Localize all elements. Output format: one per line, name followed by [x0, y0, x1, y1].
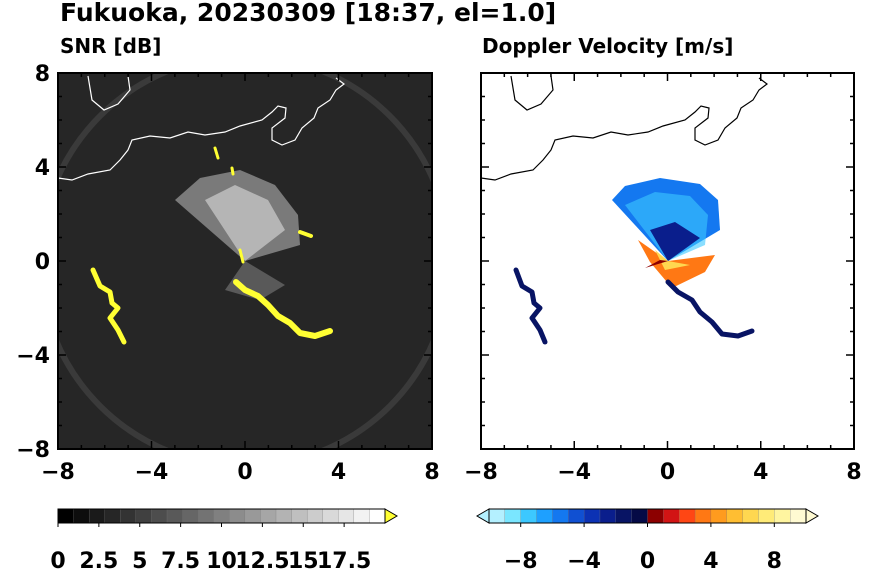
snr-colorbar-cell: [88, 508, 106, 524]
doppler-x-tick-label: 0: [660, 460, 675, 485]
doppler-colorbar-cell: [631, 508, 649, 524]
doppler-colorbar-tick-label: 4: [703, 549, 718, 570]
snr-colorbar-cell: [291, 508, 308, 524]
doppler-colorbar-cell: [488, 508, 506, 524]
snr-x-tick-label: 4: [331, 460, 346, 485]
snr-colorbar-cell: [166, 508, 184, 524]
doppler-colorbar-cell: [520, 508, 538, 524]
snr-colorbar-tick-label: 7.5: [161, 549, 200, 570]
snr-colorbar-cell: [135, 508, 153, 524]
snr-colorbar-tick-label: 0: [50, 549, 65, 570]
doppler-colorbar-cell: [710, 508, 728, 524]
doppler-colorbar-cell: [679, 508, 696, 524]
snr-colorbar-tick-label: 10: [206, 549, 237, 570]
doppler-colorbar-cell: [790, 508, 807, 524]
snr-colorbar-extend-max: [384, 508, 398, 524]
snr-y-tick-label: −4: [16, 344, 50, 369]
doppler-colorbar-cell: [599, 508, 617, 524]
snr-colorbar-cell: [213, 508, 230, 524]
snr-x-tick-label: 0: [237, 460, 252, 485]
snr-colorbar-cell: [104, 508, 121, 524]
snr-y-tick-label: 0: [35, 250, 50, 275]
snr-colorbar-cell: [151, 508, 168, 524]
snr-panel-title: SNR [dB]: [60, 34, 162, 58]
snr-x-tick-label: −4: [135, 460, 169, 485]
snr-colorbar-tick-label: 17.5: [317, 549, 371, 570]
doppler-x-tick-label: −4: [557, 460, 591, 485]
snr-colorbar-tick-label: 15: [288, 549, 319, 570]
snr-colorbar-cell: [197, 508, 215, 524]
doppler-colorbar-cell: [615, 508, 633, 524]
doppler-colorbar-tick-label: 0: [640, 549, 655, 570]
snr-colorbar-cell: [229, 508, 246, 524]
doppler-x-tick-label: 4: [753, 460, 768, 485]
snr-echo: [90, 146, 333, 345]
snr-x-tick-label: 8: [424, 460, 439, 485]
doppler-approaching-echo: [612, 178, 720, 261]
doppler-panel-title: Doppler Velocity [m/s]: [482, 34, 734, 58]
snr-x-tick-label: −8: [41, 460, 75, 485]
doppler-colorbar-tick-label: −8: [504, 549, 538, 570]
figure-title: Fukuoka, 20230309 [18:37, el=1.0]: [60, 0, 557, 27]
snr-colorbar-cell: [73, 508, 90, 524]
snr-colorbar-cell: [338, 508, 355, 524]
doppler-x-tick-label: 8: [846, 460, 861, 485]
doppler-colorbar-cell: [742, 508, 760, 524]
snr-colorbar-cell: [57, 508, 75, 524]
doppler-receding-echo: [638, 240, 715, 288]
doppler-colorbar-extend-min: [476, 508, 490, 524]
doppler-far-echo: [513, 267, 755, 345]
doppler-colorbar-extend-max: [805, 508, 819, 524]
doppler-colorbar-tick-label: 8: [767, 549, 782, 570]
snr-field: [58, 73, 432, 449]
snr-colorbar-tick-label: 12.5: [235, 549, 289, 570]
snr-colorbar-cell: [369, 508, 386, 524]
snr-coastline: [58, 75, 345, 181]
snr-colorbar-cell: [120, 508, 137, 524]
doppler-colorbar-cell: [647, 508, 665, 524]
snr-colorbar-cell: [260, 508, 277, 524]
snr-clutter-fan: [175, 170, 300, 300]
snr-colorbar-cell: [353, 508, 371, 524]
doppler-coastline: [481, 75, 768, 181]
snr-y-tick-label: 8: [35, 62, 50, 87]
doppler-colorbar-cell: [536, 508, 554, 524]
snr-colorbar-cell: [275, 508, 293, 524]
snr-y-tick-label: 4: [35, 156, 50, 181]
snr-y-tick-label: −8: [16, 438, 50, 463]
doppler-colorbar-cell: [583, 508, 601, 524]
snr-colorbar-cell: [306, 508, 324, 524]
doppler-colorbar-cell: [694, 508, 712, 524]
doppler-colorbar-cell: [774, 508, 791, 524]
doppler-colorbar-cell: [663, 508, 680, 524]
doppler-colorbar-cell: [758, 508, 775, 524]
doppler-colorbar-tick-label: −4: [567, 549, 601, 570]
doppler-colorbar-cell: [568, 508, 585, 524]
doppler-field: [481, 75, 768, 345]
snr-colorbar-tick-label: 2.5: [79, 549, 118, 570]
snr-colorbar-cell: [182, 508, 199, 524]
snr-colorbar-cell: [244, 508, 262, 524]
snr-panel: [57, 72, 433, 450]
doppler-colorbar-cell: [726, 508, 744, 524]
snr-colorbar-tick-label: 5: [132, 549, 147, 570]
doppler-colorbar-cell: [552, 508, 569, 524]
snr-colorbar-cell: [322, 508, 339, 524]
doppler-x-tick-label: −8: [464, 460, 498, 485]
doppler-colorbar-cell: [504, 508, 522, 524]
doppler-panel: [480, 72, 855, 450]
